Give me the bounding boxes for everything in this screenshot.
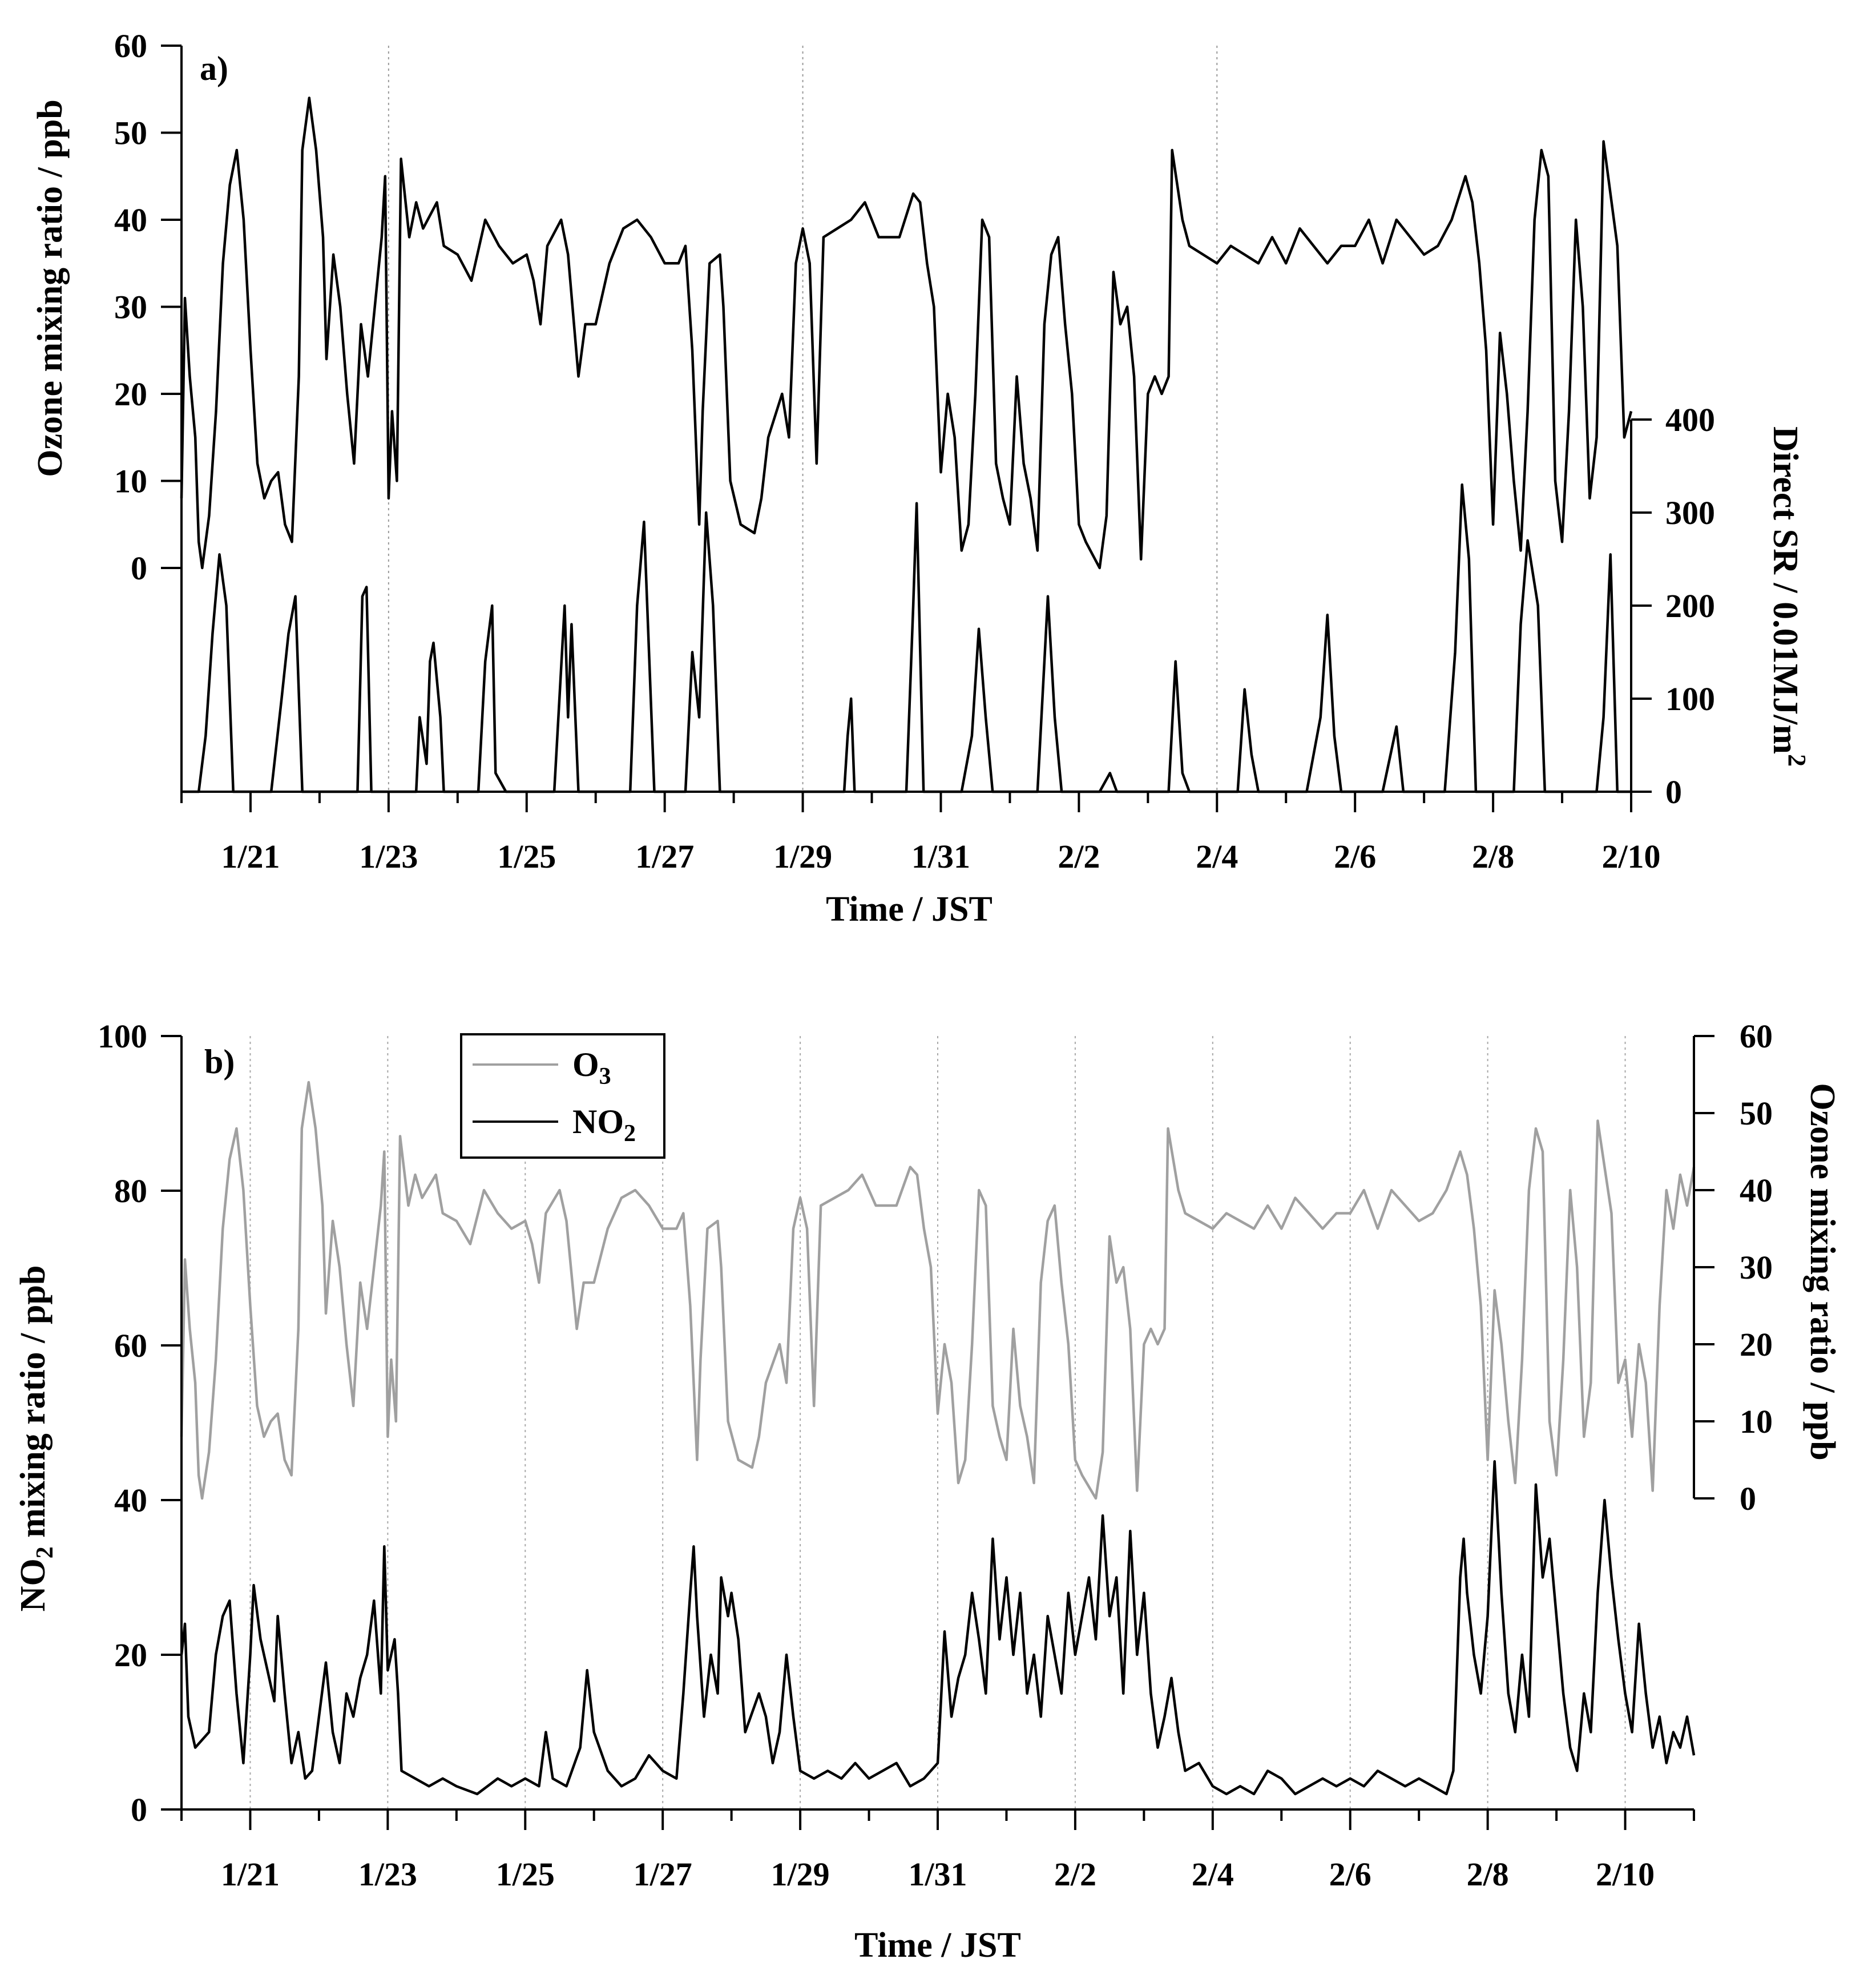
panel-a-left-tick-label: 30 [114,289,147,326]
panel-a-left-tick-label: 60 [114,27,147,65]
panel-b-left-axis-title-prefix: NO [14,1558,53,1611]
panel-a-x-tick-label: 1/31 [911,838,970,875]
legend-o3-label-subscript: 3 [599,1063,611,1090]
panel-b-right-tick-label: 50 [1740,1095,1773,1132]
panel-a-label: a) [200,50,228,87]
ozone-series-line [180,96,1633,570]
panel-a-x-axis-title: Time / JST [826,890,993,929]
panel-a-right-tick-label: 0 [1665,773,1682,811]
panel-b-legend: O3 NO2 [460,1033,665,1159]
panel-a-left-tick-label: 50 [114,115,147,152]
panel-a-x-tick-label: 1/23 [359,838,418,875]
panel-a-left-axis-title: Ozone mixing ratio / ppb [31,99,70,477]
panel-b-right-tick-label: 20 [1740,1326,1773,1363]
panel-b-right-tick-label: 40 [1740,1172,1773,1209]
panel-a-x-tick-label: 2/8 [1472,838,1514,875]
panel-b-left-axis-title-suffix: mixing ratio / ppb [14,1265,53,1547]
panel-a-x-tick-label: 1/29 [773,838,832,875]
panel-a-right-tick-label: 200 [1665,587,1715,624]
panel-b-x-tick-label: 1/31 [908,1856,967,1893]
panel-b-left-tick-label: 100 [98,1018,147,1055]
panel-b-right-tick-label: 30 [1740,1249,1773,1286]
legend-no2-label-subscript: 2 [624,1120,636,1147]
panel-b-series [180,1081,1696,1796]
panel-b-left-tick-label: 80 [114,1172,147,1210]
panel-a-left-tick-label: 20 [114,376,147,413]
panel-a-right-tick-label: 300 [1665,494,1715,531]
panel-a-left-tick-label: 40 [114,201,147,239]
panel-b-x-tick-label: 2/4 [1192,1856,1234,1893]
no2-series-line [180,1460,1696,1796]
legend-o3-label: O3 [572,1046,611,1090]
panel-b-x-tick-label: 2/6 [1329,1856,1371,1893]
panel-b-x-tick-label: 1/29 [771,1856,830,1893]
direct-sr-series-line [181,483,1631,793]
panel-b-right-axis-title: Ozone mixing ratio / ppb [1803,1083,1842,1460]
panel-a-chart: 0 10 20 30 40 50 60 0 100 200 300 400 1/21 1/23 1/25 1/… [31,27,1811,929]
panel-a-x-tick-label: 2/2 [1058,838,1100,875]
panel-b-left-axis-title: NO2 mixing ratio / ppb [14,1265,58,1612]
panel-a-right-axis-title-main: Direct SR / 0.01MJ/m [1766,426,1805,754]
panel-b-right-tick-label: 60 [1740,1018,1773,1055]
panel-b-x-tick-label: 2/10 [1596,1856,1655,1893]
o3-series-line [180,1081,1696,1500]
panel-a-x-tick-label: 1/21 [221,838,280,875]
panel-a-left-tick-label: 0 [131,550,147,587]
panel-a-ticks: 0 10 20 30 40 50 60 0 100 200 300 400 1/21 1/23 1/25 1/… [114,27,1715,875]
panel-b-right-tick-label: 0 [1740,1480,1756,1517]
panel-b-right-tick-label: 10 [1740,1403,1773,1440]
panel-b-x-tick-label: 1/23 [358,1856,417,1893]
legend-o3-label-main: O [572,1046,599,1083]
panel-a-x-tick-label: 2/4 [1196,838,1238,875]
panel-b-x-tick-label: 2/8 [1467,1856,1509,1893]
legend-no2-label-main: NO [572,1103,624,1140]
panel-a-right-axis-title: Direct SR / 0.01MJ/m2 [1766,426,1811,767]
panel-b-ticks: 0 20 40 60 80 100 0 10 20 30 40 50 60 1/21 1/23 1/25 1/2… [98,1018,1773,1893]
panel-b-left-tick-label: 20 [114,1637,147,1674]
panel-b-x-tick-label: 1/25 [496,1856,555,1893]
panel-b-left-tick-label: 40 [114,1482,147,1519]
panel-b-x-axis-title: Time / JST [854,1926,1021,1965]
panel-a-right-tick-label: 400 [1665,401,1715,438]
panel-b-chart: 0 20 40 60 80 100 0 10 20 30 40 50 60 1/21 1/23 1/25 1/2… [14,1018,1842,1965]
panel-b-x-tick-label: 2/2 [1054,1856,1096,1893]
panel-b-left-axis-title-subscript: 2 [32,1546,58,1558]
panel-a-series [180,96,1633,793]
panel-a-x-tick-label: 2/10 [1601,838,1660,875]
panel-a-x-tick-label: 1/27 [635,838,694,875]
panel-a-x-tick-label: 1/25 [497,838,556,875]
panel-b-left-tick-label: 60 [114,1327,147,1364]
panel-a-x-tick-label: 2/6 [1334,838,1376,875]
panel-a-right-axis-title-superscript: 2 [1783,754,1811,767]
panel-b-left-tick-label: 0 [131,1791,147,1828]
panel-b-x-tick-label: 1/21 [221,1856,280,1893]
panel-b-label: b) [204,1043,235,1081]
panel-b-x-tick-label: 1/27 [634,1856,692,1893]
panel-a-left-tick-label: 10 [114,463,147,500]
legend-box [460,1033,665,1159]
legend-no2-label: NO2 [572,1103,636,1147]
panel-a-right-tick-label: 100 [1665,680,1715,718]
